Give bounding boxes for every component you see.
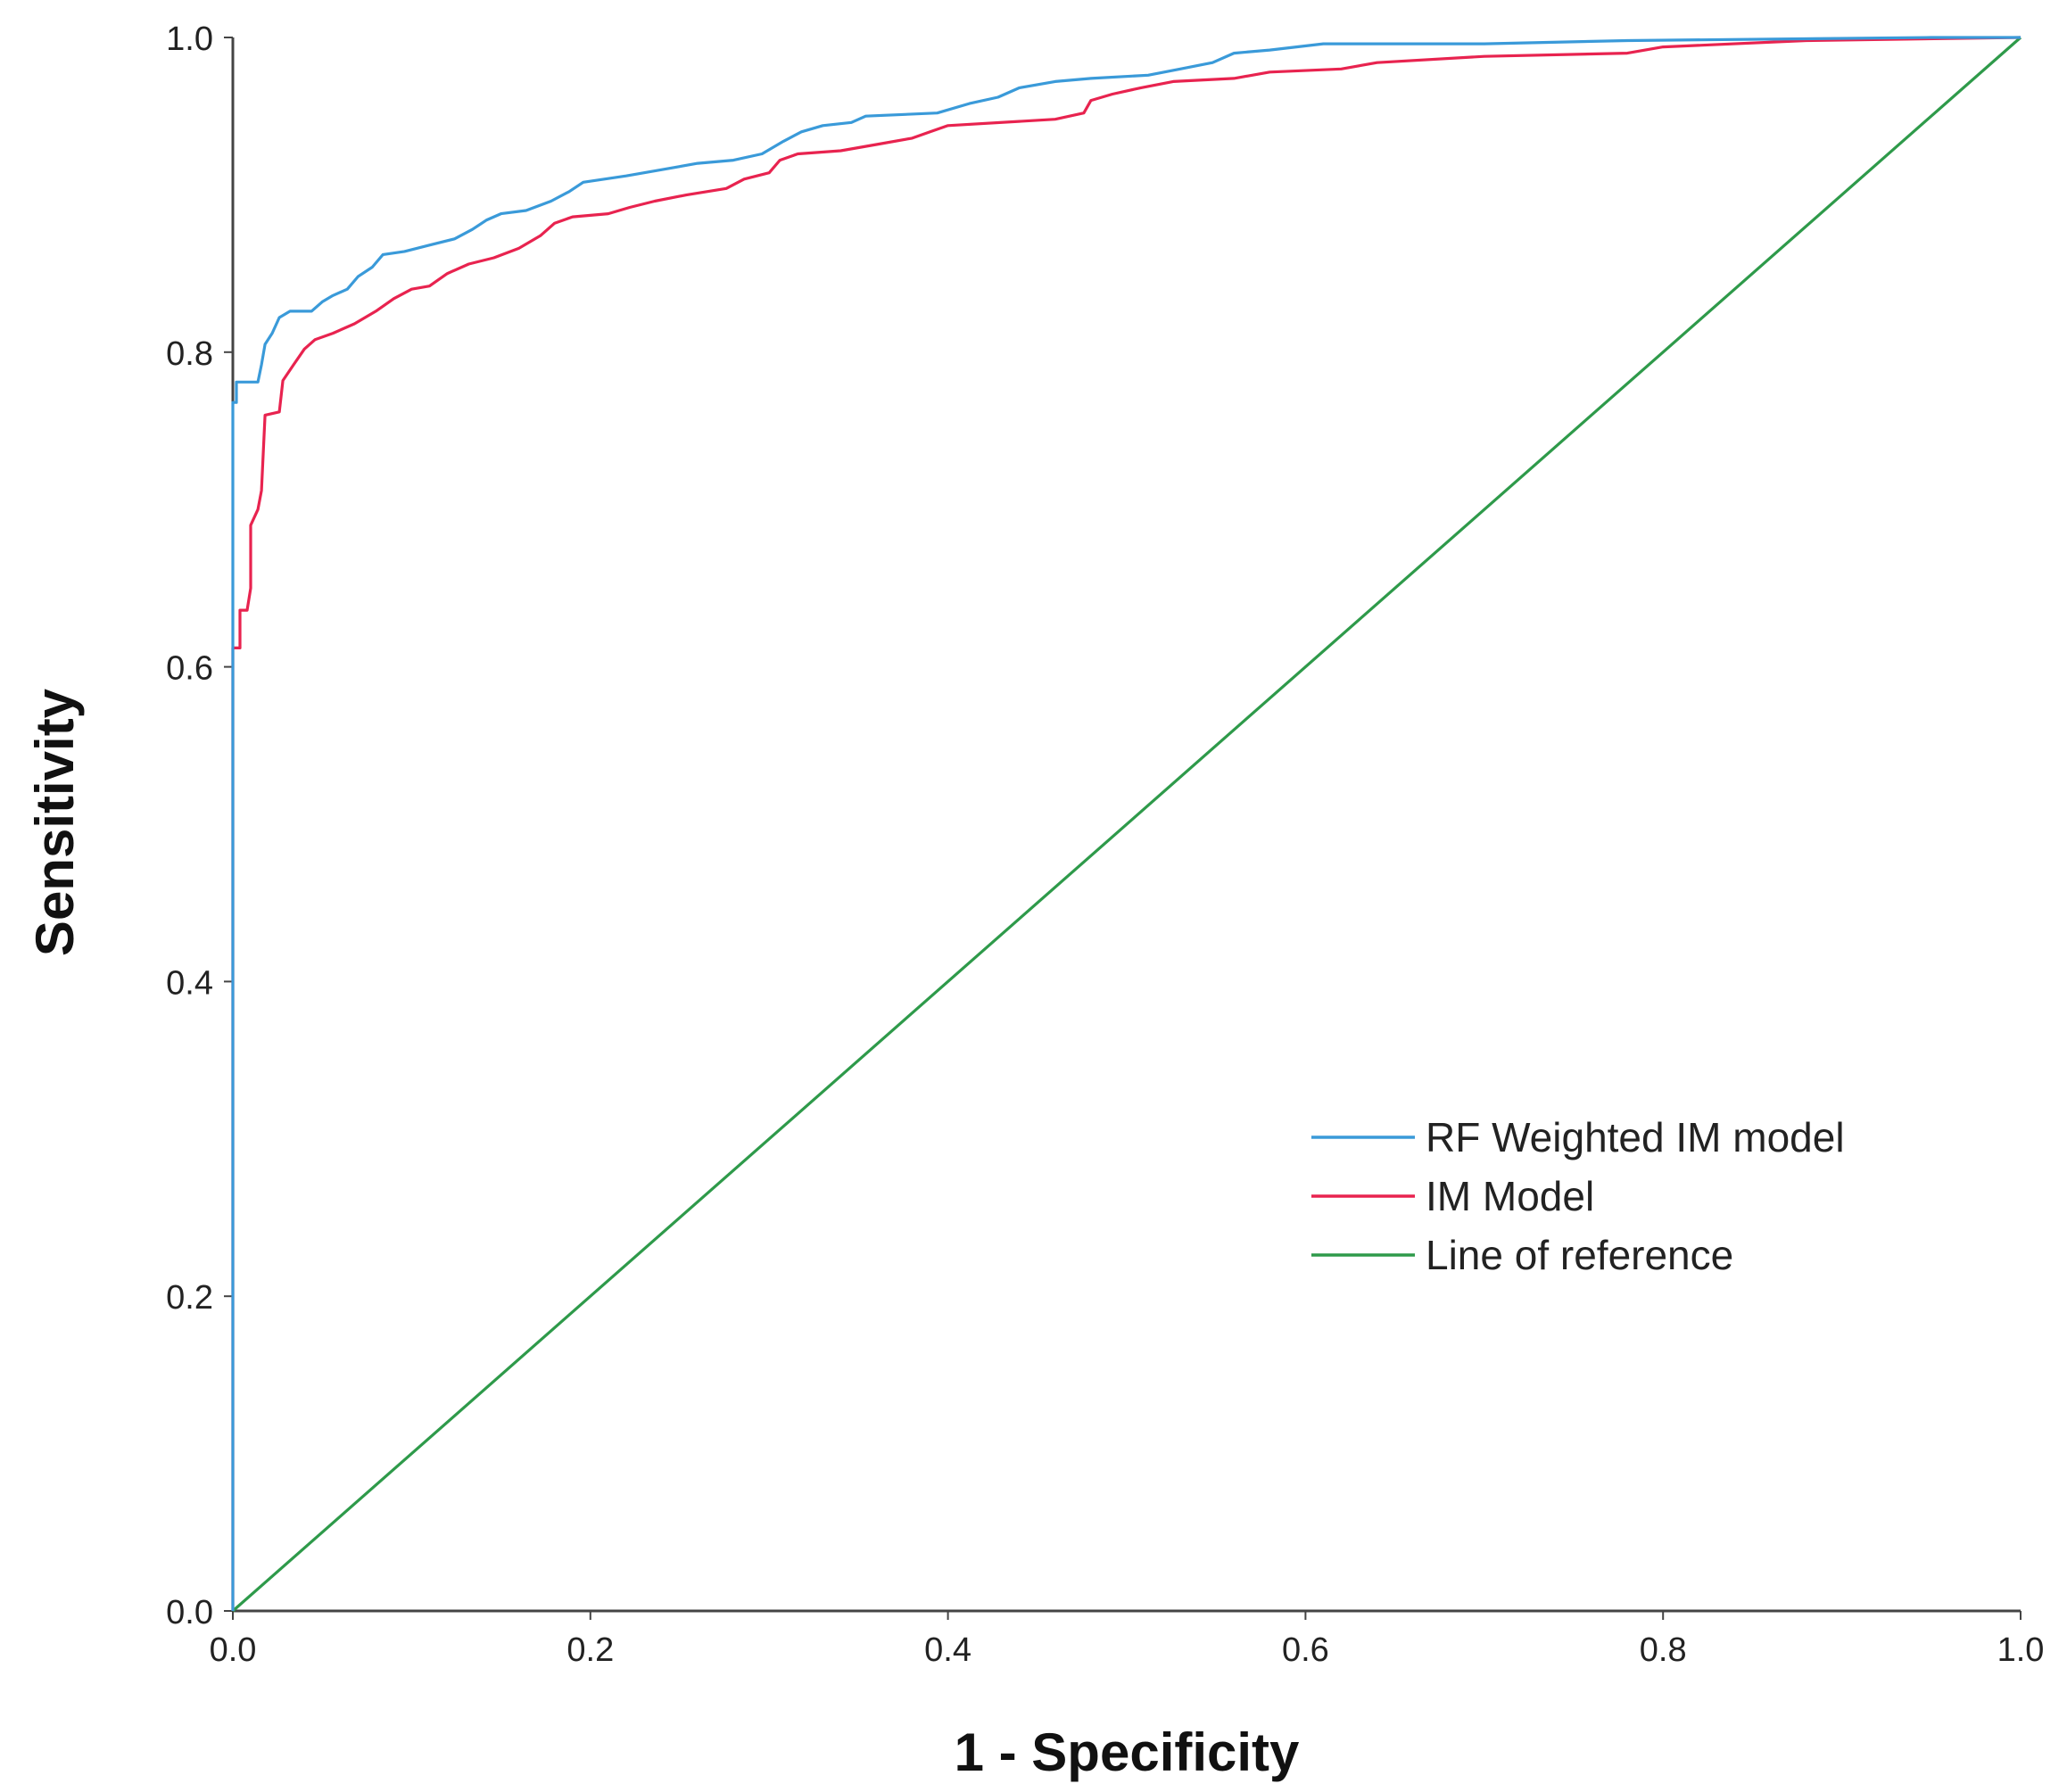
legend-label: RF Weighted IM model [1426,1114,1845,1160]
x-axis-title: 1 - Specificity [955,1722,1300,1782]
series-line-line-of-reference [231,36,2022,1613]
x-tick-label: 0.0 [210,1631,257,1669]
x-tick-label: 1.0 [1997,1631,2045,1669]
x-tick-label: 0.6 [1282,1631,1329,1669]
legend-label: IM Model [1426,1173,1594,1219]
curves [231,36,2022,1613]
x-tick-label: 0.2 [566,1631,614,1669]
y-tick-label: 0.4 [166,964,213,1002]
series-line-im-model [231,36,2022,1611]
x-tick-label: 0.4 [924,1631,971,1669]
legend-label: Line of reference [1426,1232,1733,1278]
series-line-rf-weighted-im-model [231,36,2021,1611]
y-tick-label: 0.8 [166,335,213,373]
y-tick-label: 0.6 [166,650,213,688]
axes: 0.0 0.2 0.4 0.6 0.8 1.0 0.0 0.2 0.4 0.6 0.8 1.0 [166,21,2044,1669]
y-tick-label: 0.2 [166,1279,213,1317]
legend: RF Weighted IM model IM Model Line of refe… [1311,1114,1845,1278]
y-axis-title: Sensitivity [25,688,85,956]
y-tick-label: 0.0 [166,1594,213,1631]
x-tick-label: 0.8 [1640,1631,1687,1669]
y-tick-label: 1.0 [166,21,213,58]
